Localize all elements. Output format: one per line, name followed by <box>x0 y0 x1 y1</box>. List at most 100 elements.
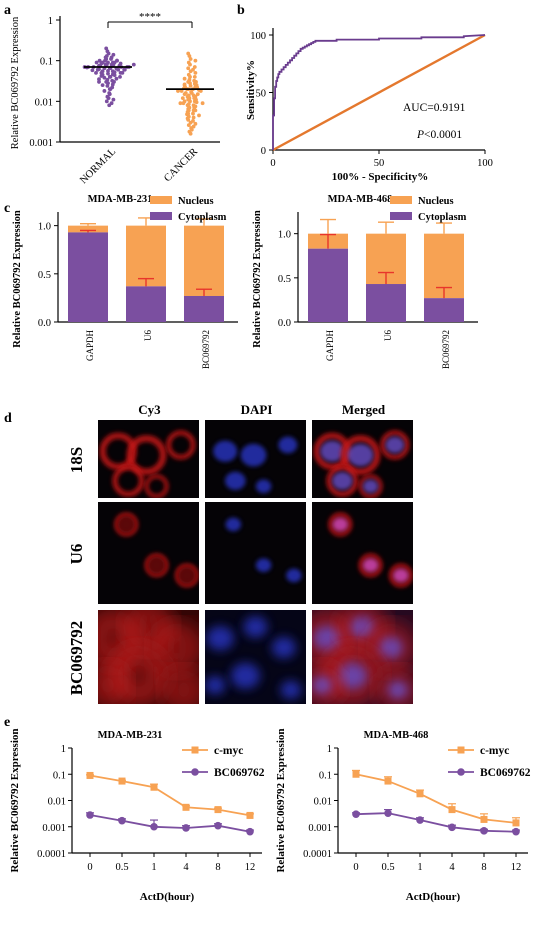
scatter-point <box>108 74 113 79</box>
panel-c-mda-mb-468-bar-chart: MDA-MB-468 Relative BC069792 Expression 0.… <box>252 194 478 369</box>
x-tick-label: 4 <box>449 862 455 873</box>
series-line <box>89 774 251 817</box>
scatter-point <box>102 75 107 80</box>
y-tick-label: 1 <box>61 744 66 755</box>
scatter-point <box>193 108 198 113</box>
bar-cytoplasm <box>308 248 348 322</box>
row-label: BC069792 <box>67 621 86 696</box>
micrograph <box>98 502 199 604</box>
roc-reference-line <box>272 33 486 152</box>
legend-marker-circle <box>191 768 199 776</box>
scatter-point <box>118 74 122 79</box>
scatter-point <box>105 83 110 88</box>
x-axis-label: ActD(hour) <box>406 891 461 903</box>
data-point-circle <box>214 821 222 830</box>
scatter-point <box>116 67 121 72</box>
x-tick-label: 12 <box>245 862 256 873</box>
x-tick-label: BC069792 <box>201 330 211 369</box>
scatter-point <box>106 69 110 73</box>
scatter-point <box>188 83 193 88</box>
bar-cytoplasm <box>126 286 166 322</box>
data-point-circle <box>480 827 488 835</box>
data-point-square <box>150 783 158 791</box>
x-tick-label: 0 <box>87 862 92 873</box>
scatter-point <box>97 77 101 82</box>
y-axis-label: Relative BC069792 Expression <box>12 210 23 348</box>
scatter-point <box>194 100 199 105</box>
scatter-point <box>114 76 119 81</box>
scatter-point <box>180 96 185 101</box>
scatter-point <box>95 67 100 72</box>
scatter-point <box>182 76 187 81</box>
scatter-point <box>188 131 193 136</box>
panel-b-y-tick-label: 0 <box>261 146 266 157</box>
legend-label: c-myc <box>214 745 243 757</box>
y-tick-label: 0.0 <box>38 318 51 329</box>
legend-label: Nucleus <box>178 196 214 207</box>
panel-c-mda-mb-231-bar-chart: MDA-MB-231 Relative BC069792 Expression 0.… <box>12 194 238 369</box>
panel-a-y-tick-label: 0.1 <box>40 57 53 68</box>
data-point-square <box>512 819 520 827</box>
scatter-point <box>188 62 192 67</box>
scatter-point <box>104 99 109 104</box>
data-point-square <box>352 770 360 778</box>
scatter-point <box>94 60 99 65</box>
y-tick-label: 0.001 <box>42 823 66 834</box>
y-tick-label: 0.01 <box>314 797 332 808</box>
data-point-square <box>416 790 424 798</box>
x-axis-label: ActD(hour) <box>140 891 195 903</box>
data-point-square <box>118 777 126 785</box>
x-tick-label: BC069792 <box>441 330 451 369</box>
y-tick-label: 1.0 <box>278 230 291 241</box>
scatter-point <box>197 113 201 118</box>
y-axis-label: Relative BC069792 Expression <box>275 728 287 872</box>
x-tick-label: 0.5 <box>381 862 394 873</box>
panel-letter-e: e <box>4 715 10 730</box>
y-tick-label: 0.0 <box>278 318 291 329</box>
scatter-point <box>109 57 113 61</box>
scatter-point <box>186 66 191 71</box>
scatter-point <box>192 65 197 69</box>
scatter-point <box>106 96 111 101</box>
panel-b-x-tick-label: 50 <box>374 158 385 169</box>
y-tick-label: 0.1 <box>319 770 332 781</box>
panel-b-y-axis-label: Sensitivity% <box>245 60 257 120</box>
y-tick-label: 0.0001 <box>37 849 66 860</box>
chart-title: MDA-MB-231 <box>98 730 163 741</box>
scatter-point <box>120 71 125 75</box>
legend-swatch-nucleus <box>150 196 172 204</box>
data-point-circle <box>86 811 94 819</box>
auc-label: AUC=0.9191 <box>403 102 466 114</box>
y-tick-label: 0.5 <box>38 270 51 281</box>
panel-a-y-axis-label: Relative BC069792 Expression <box>10 16 21 149</box>
panel-b-y-tick-label: 50 <box>256 89 267 100</box>
x-tick-label: GAPDH <box>85 330 95 362</box>
panel-a-y-tick-label: 1 <box>48 16 53 27</box>
scatter-point <box>97 58 102 63</box>
scatter-point <box>112 73 117 78</box>
data-point-circle <box>118 816 126 825</box>
scatter-point <box>186 117 191 122</box>
legend-label: Cytoplasm <box>418 212 467 223</box>
scatter-point <box>111 97 116 102</box>
chart-title: MDA-MB-468 <box>328 194 393 205</box>
legend-swatch-cytoplasm <box>390 212 412 220</box>
legend-marker-square <box>457 746 465 754</box>
scatter-point <box>187 54 192 58</box>
row-label: U6 <box>67 544 86 565</box>
data-point-square <box>448 806 456 814</box>
y-tick-label: 0.01 <box>48 797 66 808</box>
row-label: 18S <box>67 447 86 473</box>
series-line <box>355 812 517 833</box>
scatter-point <box>100 83 105 88</box>
data-point-circle <box>512 827 520 836</box>
legend-marker-square <box>191 746 199 754</box>
scatter-point <box>188 74 192 79</box>
data-point-circle <box>448 823 456 832</box>
data-point-circle <box>384 809 392 817</box>
column-header: Cy3 <box>138 402 161 417</box>
x-tick-label: U6 <box>383 330 393 341</box>
data-point-circle <box>352 810 360 819</box>
legend-label: BC069762 <box>214 767 265 779</box>
x-tick-label: 8 <box>481 862 486 873</box>
